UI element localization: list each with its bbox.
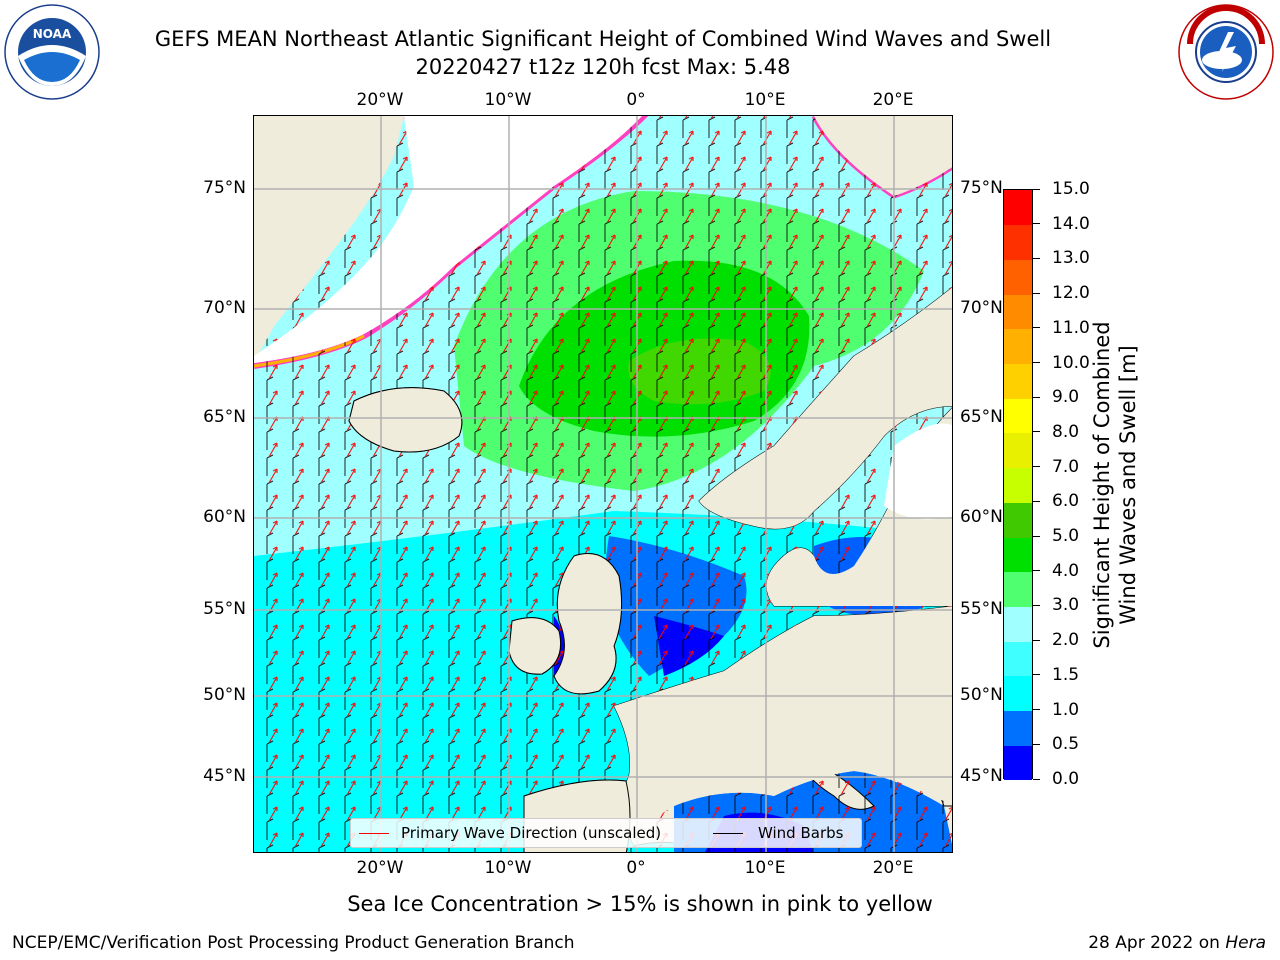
colorbar-tick-mark — [1033, 778, 1040, 780]
colorbar-tick-mark — [1033, 500, 1040, 502]
wave-direction-label: Primary Wave Direction (unscaled) — [401, 824, 662, 842]
colorbar-tick-mark — [1033, 570, 1040, 572]
colorbar-segment — [1004, 606, 1032, 642]
lat-tick-right-70n: 70°N — [960, 298, 1003, 318]
map-canvas — [254, 116, 952, 852]
colorbar-tick-label: 1.5 — [1052, 664, 1080, 685]
lat-tick-right-60n: 60°N — [960, 507, 1003, 527]
colorbar-tick-mark — [1033, 709, 1040, 711]
lon-tick-bottom-10w: 10°W — [484, 858, 532, 878]
chart-title: GEFS MEAN Northeast Atlantic Significant… — [154, 27, 1052, 51]
lat-tick-left-50n: 50°N — [203, 685, 246, 705]
lat-tick-right-75n: 75°N — [960, 178, 1003, 198]
map-panel — [253, 115, 953, 853]
colorbar-segment — [1004, 259, 1032, 295]
lon-tick-top-0: 0° — [626, 90, 646, 110]
colorbar-tick-label: 8.0 — [1052, 421, 1080, 442]
colorbar-tick-mark — [1033, 223, 1040, 225]
colorbar-tick-label: 14.0 — [1052, 213, 1090, 234]
colorbar-segment — [1004, 571, 1032, 607]
colorbar-tick-label: 10.0 — [1052, 352, 1090, 373]
footer-date: 28 Apr 2022 on Hera — [1088, 933, 1266, 953]
colorbar-tick-label: 1.0 — [1052, 699, 1080, 720]
lat-tick-right-50n: 50°N — [960, 685, 1003, 705]
colorbar-segment — [1004, 745, 1032, 781]
colorbar-segment — [1004, 537, 1032, 573]
graticule — [254, 116, 952, 852]
lat-tick-left-65n: 65°N — [203, 407, 246, 427]
colorbar — [1003, 189, 1033, 781]
sea-ice-note: Sea Ice Concentration > 15% is shown in … — [347, 892, 933, 916]
noaa-logo: NOAA — [4, 4, 100, 100]
wave-direction-swatch — [359, 833, 389, 834]
colorbar-tick-mark — [1033, 431, 1040, 433]
colorbar-tick-mark — [1033, 396, 1040, 398]
colorbar-title-line2: Wind Waves and Swell [m] — [1116, 345, 1140, 625]
colorbar-tick-mark — [1033, 743, 1040, 745]
lat-tick-right-65n: 65°N — [960, 407, 1003, 427]
colorbar-segment — [1004, 398, 1032, 434]
chart-subtitle: 20220427 t12z 120h fcst Max: 5.48 — [415, 55, 791, 79]
colorbar-tick-mark — [1033, 327, 1040, 329]
colorbar-segment — [1004, 294, 1032, 330]
footer-host: Hera — [1225, 933, 1266, 953]
colorbar-tick-label: 15.0 — [1052, 179, 1090, 199]
footer-credit: NCEP/EMC/Verification Post Processing Pr… — [12, 933, 575, 953]
lon-tick-bottom-10e: 10°E — [744, 858, 786, 878]
colorbar-tick-label: 3.0 — [1052, 595, 1080, 616]
lon-tick-bottom-20w: 20°W — [356, 858, 404, 878]
colorbar-tick-mark — [1033, 639, 1040, 641]
wind-barbs-label: Wind Barbs — [758, 824, 844, 842]
lon-tick-top-10w: 10°W — [484, 90, 532, 110]
lat-tick-right-55n: 55°N — [960, 599, 1003, 619]
colorbar-segment — [1004, 224, 1032, 260]
lat-tick-left-60n: 60°N — [203, 507, 246, 527]
wind-barbs-swatch — [713, 833, 743, 834]
map-legend: Primary Wave Direction (unscaled) Wind B… — [350, 818, 862, 848]
colorbar-tick-label: 2.0 — [1052, 630, 1080, 651]
colorbar-segment — [1004, 675, 1032, 712]
colorbar-tick-mark — [1033, 466, 1040, 468]
colorbar-segment — [1004, 363, 1032, 399]
colorbar-segment — [1004, 467, 1032, 503]
colorbar-tick-label: 5.0 — [1052, 526, 1080, 547]
colorbar-segment — [1004, 190, 1032, 226]
noaa-logo-text: NOAA — [33, 27, 72, 41]
colorbar-tick-mark — [1033, 188, 1040, 190]
colorbar-tick-mark — [1033, 292, 1040, 294]
colorbar-segment — [1004, 328, 1032, 365]
lat-tick-left-70n: 70°N — [203, 298, 246, 318]
lon-tick-bottom-20e: 20°E — [872, 858, 914, 878]
colorbar-tick-label: 12.0 — [1052, 283, 1090, 304]
lon-tick-bottom-0: 0° — [626, 858, 646, 878]
colorbar-tick-mark — [1033, 362, 1040, 364]
lat-tick-left-45n: 45°N — [203, 766, 246, 786]
colorbar-tick-label: 4.0 — [1052, 560, 1080, 581]
lon-tick-top-20w: 20°W — [356, 90, 404, 110]
colorbar-tick-mark — [1033, 674, 1040, 676]
colorbar-tick-label: 6.0 — [1052, 491, 1080, 512]
lon-tick-top-10e: 10°E — [744, 90, 786, 110]
colorbar-tick-mark — [1033, 604, 1040, 606]
colorbar-segment — [1004, 710, 1032, 746]
colorbar-tick-label: 0.5 — [1052, 734, 1080, 755]
footer-date-text: 28 Apr 2022 on — [1088, 933, 1226, 953]
lat-tick-right-45n: 45°N — [960, 766, 1003, 786]
lon-tick-top-20e: 20°E — [872, 90, 914, 110]
colorbar-tick-mark — [1033, 257, 1040, 259]
colorbar-tick-label: 11.0 — [1052, 317, 1090, 338]
colorbar-tick-label: 7.0 — [1052, 456, 1080, 477]
colorbar-segment — [1004, 502, 1032, 538]
colorbar-segment — [1004, 641, 1032, 677]
colorbar-tick-label: 9.0 — [1052, 387, 1080, 408]
nws-logo — [1178, 4, 1274, 100]
colorbar-segment — [1004, 432, 1032, 469]
colorbar-tick-label: 13.0 — [1052, 248, 1090, 269]
colorbar-tick-label: 0.0 — [1052, 769, 1080, 789]
lat-tick-left-55n: 55°N — [203, 599, 246, 619]
colorbar-title-line1: Significant Height of Combined — [1090, 321, 1114, 649]
lat-tick-left-75n: 75°N — [203, 178, 246, 198]
colorbar-tick-mark — [1033, 535, 1040, 537]
